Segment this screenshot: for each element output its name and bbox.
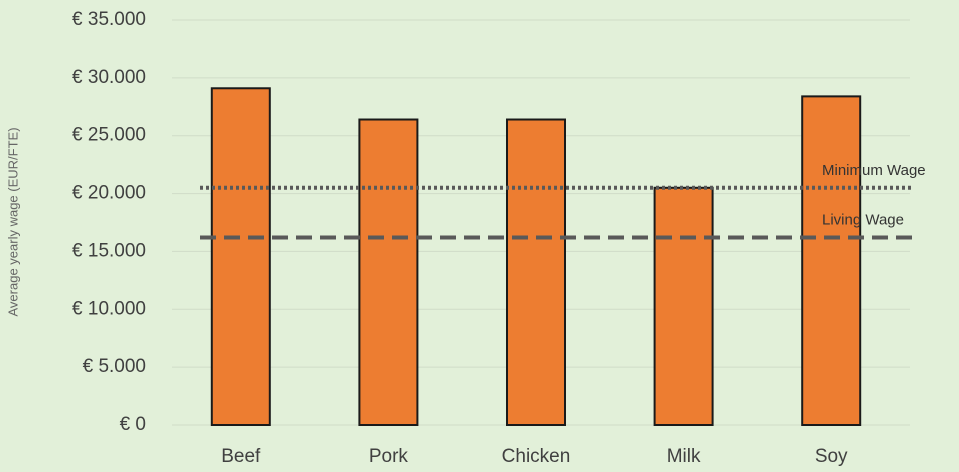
bar-pork (358, 118, 419, 426)
reference-line-label: Living Wage (822, 212, 904, 229)
y-tick-label: € 0 (120, 414, 146, 435)
bar-beef (210, 87, 271, 427)
y-tick-label: € 30.000 (72, 67, 146, 88)
y-axis-label: Average yearly wage (EUR/FTE) (5, 127, 20, 316)
reference-line-label: Minimum Wage (822, 162, 926, 179)
y-tick-label: € 35.000 (72, 9, 146, 30)
category-label: Soy (815, 446, 848, 467)
y-tick-label: € 25.000 (72, 125, 146, 146)
category-label: Beef (221, 446, 261, 467)
category-label: Milk (667, 446, 701, 467)
bars (210, 87, 862, 427)
category-label: Pork (369, 446, 409, 467)
y-tick-label: € 20.000 (72, 183, 146, 204)
bar-soy (801, 95, 862, 426)
bar-chicken (506, 118, 566, 426)
reference-lines: Minimum Wage Living Wage (200, 162, 926, 240)
y-tick-label: € 15.000 (72, 240, 146, 261)
bar-milk (653, 186, 714, 426)
y-tick-label: € 5.000 (83, 356, 146, 377)
y-tick-label: € 10.000 (72, 298, 146, 319)
y-axis-ticks: € 0 € 5.000 € 10.000 € 15.000 € 20.000 € 25.0… (72, 9, 146, 435)
x-axis-categories: Beef Pork Chicken Milk Soy (221, 446, 848, 467)
category-label: Chicken (502, 446, 571, 467)
